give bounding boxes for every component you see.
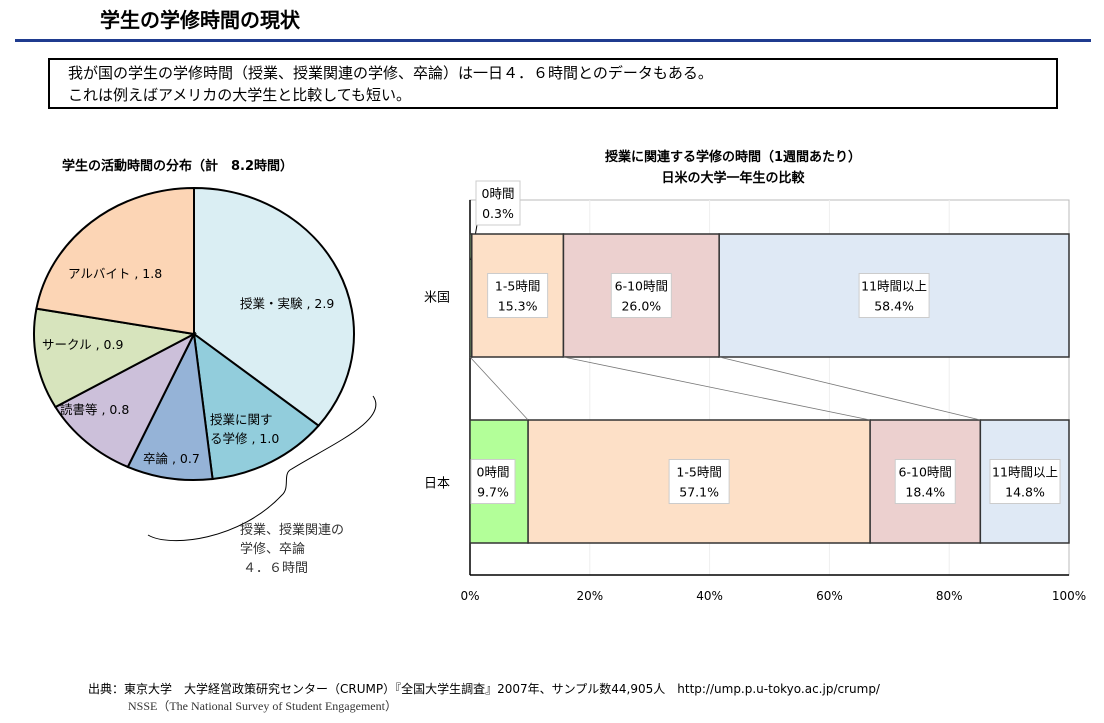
pie-slice [35, 186, 195, 336]
data-label-box [487, 273, 549, 318]
series-connector-line [469, 356, 529, 421]
data-label-series: 1-5時間 [676, 465, 721, 480]
series-connector-line [719, 356, 981, 421]
x-tick-label: 0% [460, 589, 479, 603]
bar-chart-title: 日米の大学一年生の比較 [661, 170, 805, 186]
data-label-value: 18.4% [905, 485, 945, 500]
data-label-value: 26.0% [621, 299, 661, 314]
data-label-series: 0時間 [482, 186, 515, 201]
pie-slice [192, 331, 321, 481]
pie-slice-label: 授業・実験 , 2.9 [240, 296, 334, 311]
page-title: 学生の学修時間の現状 [100, 8, 300, 32]
pie-slice-label: る学修 , 1.0 [210, 431, 279, 446]
bar-chart-title: 授業に関連する学修の時間（1週間あたり） [605, 149, 861, 165]
brace-icon [147, 395, 377, 542]
data-label-value: 14.8% [1005, 485, 1045, 500]
data-label-box [470, 459, 516, 504]
brace-note: 授業、授業関連の [240, 522, 344, 538]
data-label-value: 0.3% [482, 206, 514, 221]
brace-note: 学修、卒論 [240, 541, 305, 557]
data-label-box [894, 459, 956, 504]
summary-line: 我が国の学生の学修時間（授業、授業関連の学修、卒論）は一日４．６時間とのデータも… [68, 64, 713, 82]
source-citation: 出典：東京大学 大学経営政策研究センター（CRUMP）『全国大学生調査』2007… [88, 682, 880, 696]
data-label-series: 11時間以上 [861, 279, 927, 294]
summary-box: 我が国の学生の学修時間（授業、授業関連の学修、卒論）は一日４．６時間とのデータも… [48, 58, 1058, 109]
x-tick-label: 40% [696, 589, 723, 603]
data-label-box [610, 273, 672, 318]
data-label-value: 15.3% [498, 299, 538, 314]
data-label-series: 11時間以上 [992, 465, 1058, 480]
data-label-series: 1-5時間 [495, 279, 540, 294]
pie-slice-label: アルバイト , 1.8 [68, 266, 162, 281]
data-label-series: 6-10時間 [899, 465, 952, 480]
pie-slice-label: 卒論 , 0.7 [143, 451, 200, 466]
pie-title: 学生の活動時間の分布（計 8.2時間） [62, 158, 293, 174]
pie-slice [33, 307, 198, 409]
summary-line: これは例えばアメリカの大学生と比較しても短い。 [68, 86, 412, 104]
category-label: 米国 [424, 291, 450, 306]
data-label-value: 58.4% [874, 299, 914, 314]
series-connector-line [563, 356, 871, 421]
pie-slice [126, 330, 214, 481]
pie-slice [54, 331, 197, 469]
pie-slice-label: 授業に関す [210, 412, 273, 427]
pie-slice [193, 186, 355, 428]
title-divider [15, 39, 1091, 42]
data-label-box [989, 459, 1061, 504]
data-label-value: 9.7% [477, 485, 509, 500]
data-label-box [858, 273, 930, 318]
pie-slice-label: 読書等 , 0.8 [60, 402, 129, 417]
data-label-box [475, 180, 521, 226]
brace-note: ４．６時間 [243, 561, 308, 576]
category-label: 日本 [424, 477, 450, 492]
x-tick-label: 80% [936, 589, 963, 603]
data-label-value: 57.1% [679, 485, 719, 500]
data-label-series: 6-10時間 [615, 279, 668, 294]
x-tick-label: 100% [1052, 589, 1086, 603]
data-label-series: 0時間 [477, 465, 510, 480]
data-label-box [668, 459, 730, 504]
x-tick-label: 20% [576, 589, 603, 603]
source-citation-nsse: NSSE（The National Survey of Student Enga… [128, 699, 397, 713]
x-tick-label: 60% [816, 589, 843, 603]
pie-slice-label: サークル , 0.9 [42, 337, 123, 352]
